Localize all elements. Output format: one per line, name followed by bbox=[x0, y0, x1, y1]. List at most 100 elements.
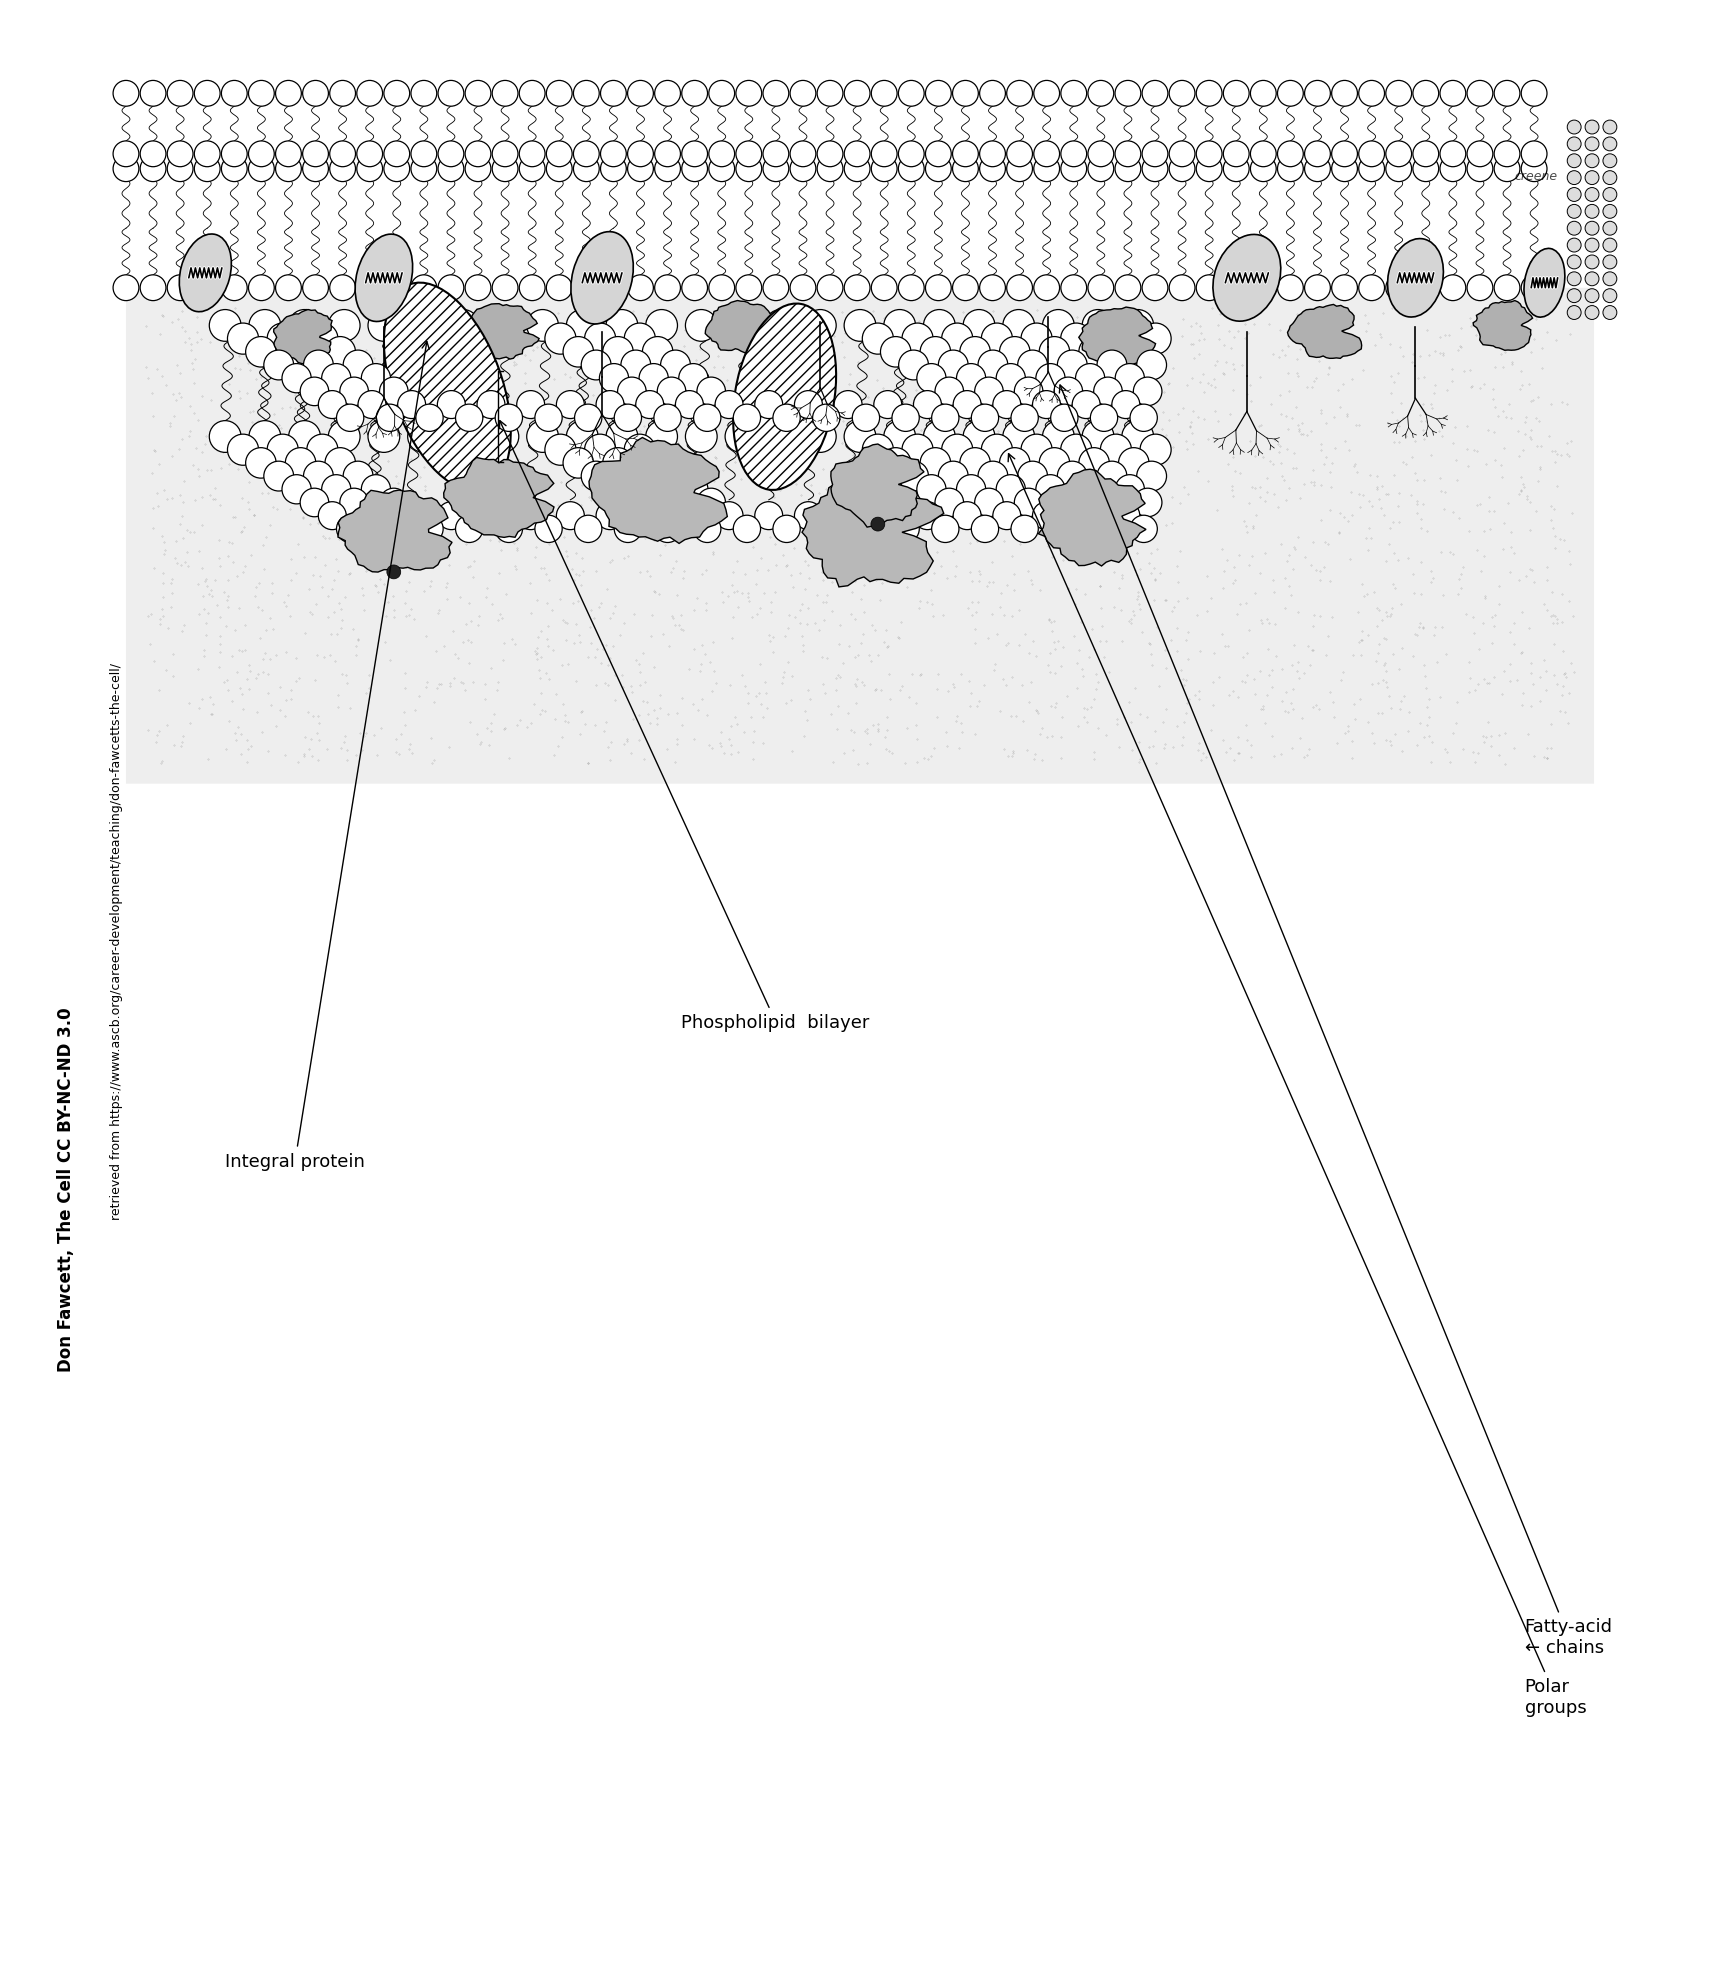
Point bbox=[1207, 299, 1234, 331]
Point bbox=[854, 444, 882, 476]
Point bbox=[557, 458, 584, 490]
Point bbox=[1258, 339, 1286, 371]
Circle shape bbox=[939, 462, 968, 492]
Point bbox=[464, 444, 492, 476]
Point bbox=[1179, 396, 1207, 428]
Point bbox=[411, 472, 438, 503]
Point bbox=[143, 727, 170, 759]
Circle shape bbox=[1466, 157, 1492, 182]
Point bbox=[263, 640, 291, 672]
Point bbox=[633, 299, 660, 331]
Point bbox=[370, 553, 397, 585]
Point bbox=[1539, 388, 1566, 420]
Circle shape bbox=[1585, 256, 1599, 270]
Circle shape bbox=[1386, 157, 1411, 182]
Point bbox=[1274, 547, 1301, 579]
Point bbox=[1274, 331, 1301, 363]
Point bbox=[205, 525, 232, 557]
Point bbox=[957, 601, 985, 632]
Point bbox=[382, 561, 409, 593]
Point bbox=[806, 375, 834, 406]
Point bbox=[875, 735, 902, 767]
Point bbox=[743, 555, 770, 587]
Point bbox=[1042, 634, 1069, 666]
Point bbox=[277, 484, 304, 515]
Point bbox=[301, 460, 328, 492]
Circle shape bbox=[167, 81, 193, 107]
Point bbox=[134, 363, 162, 394]
Point bbox=[186, 535, 213, 567]
Point bbox=[865, 432, 892, 464]
Circle shape bbox=[358, 390, 387, 420]
Point bbox=[1520, 741, 1547, 773]
Point bbox=[519, 454, 547, 486]
Point bbox=[1085, 666, 1112, 698]
Point bbox=[1427, 682, 1454, 714]
Point bbox=[459, 494, 486, 525]
Point bbox=[906, 392, 933, 424]
Point bbox=[868, 569, 896, 601]
Point bbox=[1236, 369, 1263, 400]
Point bbox=[940, 561, 968, 593]
Point bbox=[591, 668, 619, 700]
Point bbox=[708, 577, 736, 608]
Point bbox=[1110, 367, 1138, 398]
Point bbox=[1358, 492, 1386, 523]
Point bbox=[1140, 731, 1167, 763]
Circle shape bbox=[328, 422, 359, 454]
Circle shape bbox=[774, 515, 801, 543]
Point bbox=[860, 295, 887, 327]
Point bbox=[1023, 295, 1050, 327]
Point bbox=[1447, 313, 1475, 345]
Point bbox=[440, 496, 468, 527]
Point bbox=[1129, 424, 1157, 456]
Point bbox=[1430, 476, 1458, 507]
Point bbox=[1145, 470, 1172, 501]
Point bbox=[842, 605, 870, 636]
Point bbox=[521, 636, 548, 668]
Point bbox=[349, 347, 376, 379]
Point bbox=[1334, 712, 1361, 743]
Point bbox=[878, 521, 906, 553]
Point bbox=[1012, 373, 1040, 404]
Point bbox=[667, 599, 694, 630]
Point bbox=[719, 571, 746, 603]
Point bbox=[380, 603, 407, 634]
Point bbox=[237, 731, 265, 763]
Point bbox=[1530, 741, 1557, 773]
Circle shape bbox=[863, 323, 894, 355]
Circle shape bbox=[596, 390, 624, 420]
Point bbox=[1547, 680, 1575, 712]
Point bbox=[892, 452, 920, 484]
Point bbox=[641, 519, 669, 551]
Point bbox=[471, 424, 499, 456]
Point bbox=[1317, 472, 1344, 503]
Point bbox=[291, 741, 318, 773]
Point bbox=[768, 468, 796, 499]
Point bbox=[218, 527, 246, 559]
Point bbox=[146, 450, 174, 482]
Point bbox=[423, 636, 450, 668]
Point bbox=[552, 535, 579, 567]
Point bbox=[1540, 628, 1568, 660]
Point bbox=[633, 305, 660, 337]
Point bbox=[148, 299, 175, 331]
Point bbox=[1539, 513, 1566, 545]
Circle shape bbox=[1116, 476, 1145, 505]
Point bbox=[174, 515, 201, 547]
Point bbox=[1093, 398, 1121, 430]
Point bbox=[1050, 327, 1078, 359]
Point bbox=[236, 494, 263, 525]
Circle shape bbox=[321, 365, 351, 394]
Circle shape bbox=[318, 390, 346, 420]
Point bbox=[1086, 523, 1114, 555]
Point bbox=[1516, 386, 1544, 418]
Point bbox=[1064, 468, 1092, 499]
Point bbox=[151, 535, 179, 567]
Point bbox=[263, 494, 291, 525]
Circle shape bbox=[853, 515, 880, 543]
Point bbox=[1439, 717, 1466, 749]
Point bbox=[626, 462, 653, 494]
Point bbox=[1483, 331, 1511, 363]
Point bbox=[1246, 361, 1274, 392]
